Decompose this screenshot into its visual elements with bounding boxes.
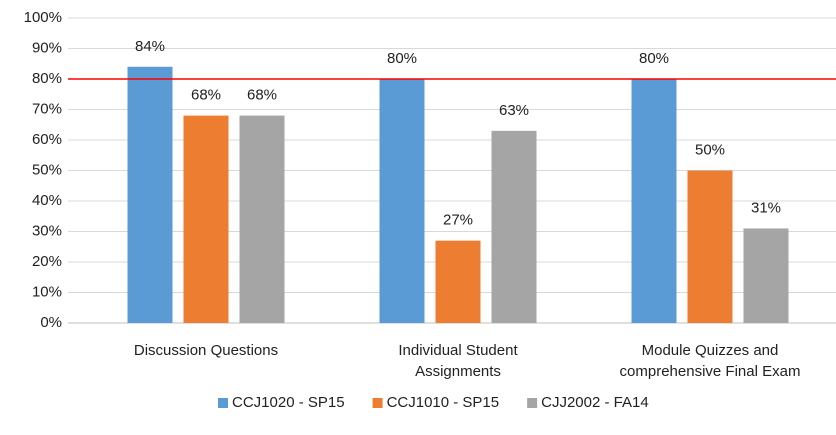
data-label: 80%: [639, 50, 669, 67]
data-label: 27%: [443, 212, 473, 229]
bar: [491, 130, 537, 323]
y-tick-label: 40%: [32, 192, 62, 209]
y-tick-label: 70%: [32, 100, 62, 117]
data-label: 31%: [751, 199, 781, 216]
y-tick-label: 60%: [32, 131, 62, 148]
y-tick-label: 10%: [32, 283, 62, 300]
bar: [435, 240, 481, 323]
bar: [127, 66, 173, 324]
bar: [743, 228, 789, 323]
data-label: 50%: [695, 141, 725, 158]
bar: [687, 170, 733, 323]
y-tick-label: 20%: [32, 253, 62, 270]
y-tick-label: 100%: [24, 9, 62, 26]
legend-swatch: [372, 398, 383, 408]
legend-swatch: [218, 398, 228, 408]
bar: [239, 115, 285, 323]
data-label: 63%: [499, 102, 529, 119]
legend-label: CCJ1010 - SP15: [387, 394, 500, 411]
y-tick-label: 90%: [32, 39, 62, 56]
x-tick-label: Individual Student Assignments: [398, 342, 518, 380]
bar: [631, 79, 677, 323]
bar: [183, 115, 229, 323]
y-tick-label: 0%: [40, 314, 62, 331]
data-label: 68%: [247, 87, 277, 104]
legend-swatch: [527, 398, 538, 408]
bar: [379, 79, 425, 323]
data-label: 68%: [191, 87, 221, 104]
y-tick-label: 50%: [32, 161, 62, 178]
data-label: 84%: [135, 38, 165, 55]
data-label: 80%: [387, 50, 417, 67]
y-tick-label: 30%: [32, 222, 62, 239]
x-tick-label: Discussion Questions: [133, 342, 279, 359]
legend-label: CCJ1020 - SP15: [232, 394, 345, 411]
y-tick-label: 80%: [32, 70, 62, 87]
legend-label: CJJ2002 - FA14: [541, 394, 649, 411]
x-tick-label: Module Quizzes and comprehensive Final E…: [619, 342, 801, 380]
